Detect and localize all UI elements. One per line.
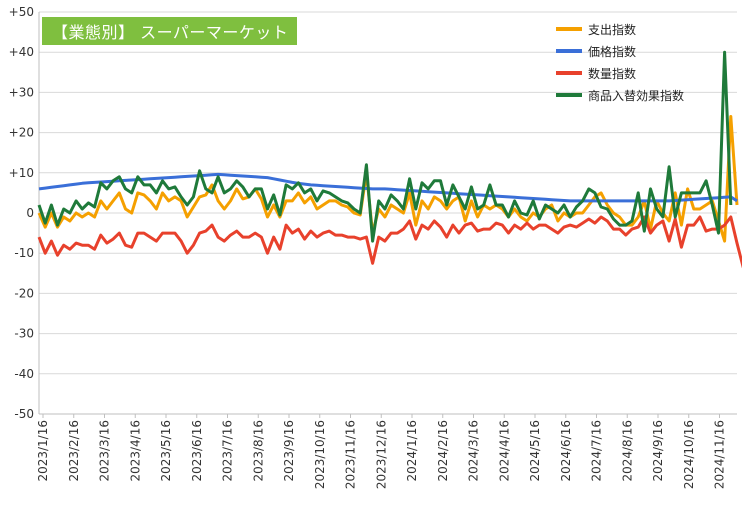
y-tick-label: -10 [14,246,34,260]
y-tick-label: 0 [26,206,34,220]
x-tick-label: 2023/1/16 [36,420,50,482]
legend-label-expenditure: 支出指数 [588,22,637,37]
legend-item-price: 価格指数 [556,40,706,62]
x-tick-label: 2023/11/16 [344,420,358,489]
x-tick-label: 2024/1/16 [405,420,419,482]
x-tick-label: 2024/3/16 [467,420,481,482]
legend-item-expenditure: 支出指数 [556,18,706,40]
x-tick-label: 2023/8/16 [251,420,265,482]
legend-label-quantity: 数量指数 [588,66,637,81]
x-tick-label: 2023/6/16 [190,420,204,482]
x-tick-label: 2023/2/16 [67,420,81,482]
x-tick-label: 2024/11/16 [713,420,727,489]
chart-title: 【業態別】 スーパーマーケット [42,17,297,45]
x-tick-label: 2023/4/16 [128,420,142,482]
x-tick-label: 2024/5/16 [528,420,542,482]
legend-swatch-substitution [556,93,582,97]
legend-swatch-expenditure [556,27,582,31]
legend-swatch-quantity [556,71,582,75]
x-tick-label: 2024/6/16 [559,420,573,482]
y-axis-tick-labels: +50 +40 +30 +20 +10 0 -10 -20 -30 -40 -50 [9,5,34,421]
series-line-expenditure [37,115,739,243]
y-tick-label: -30 [14,327,34,341]
legend-label-price: 価格指数 [588,44,637,59]
series-line-substitution [37,50,733,243]
x-tick-label: 2023/9/16 [282,420,296,482]
x-axis: 2023/1/16 2023/2/16 2023/3/16 2023/4/16 2023… [36,12,737,489]
legend: 支出指数 価格指数 数量指数 商品入替効果指数 [556,18,706,106]
series-lines [37,50,742,269]
y-tick-label: -20 [14,286,34,300]
x-tick-label: 2024/4/16 [497,420,511,482]
y-tick-label: +20 [9,126,34,140]
x-tick-label: 2023/12/16 [374,420,388,489]
x-tick-label: 2024/9/16 [651,420,665,482]
y-tick-label: -40 [14,367,34,381]
y-tick-label: -50 [14,407,34,421]
legend-swatch-price [556,49,582,53]
y-tick-label: +10 [9,166,34,180]
y-tick-label: +30 [9,85,34,99]
x-tick-label: 2024/10/16 [682,420,696,489]
y-tick-label: +40 [9,45,34,59]
y-tick-label: +50 [9,5,34,19]
x-tick-label: 2023/7/16 [221,420,235,482]
legend-label-substitution: 商品入替効果指数 [588,88,685,103]
series-line-quantity [37,215,742,269]
x-tick-label: 2023/10/16 [313,420,327,489]
x-tick-label: 2024/8/16 [620,420,634,482]
x-tick-label: 2023/5/16 [159,420,173,482]
x-tick-label: 2024/7/16 [590,420,604,482]
series-line-price [38,172,738,203]
legend-item-quantity: 数量指数 [556,62,706,84]
legend-item-substitution: 商品入替効果指数 [556,84,706,106]
x-tick-label: 2024/2/16 [436,420,450,482]
x-tick-label: 2023/3/16 [98,420,112,482]
